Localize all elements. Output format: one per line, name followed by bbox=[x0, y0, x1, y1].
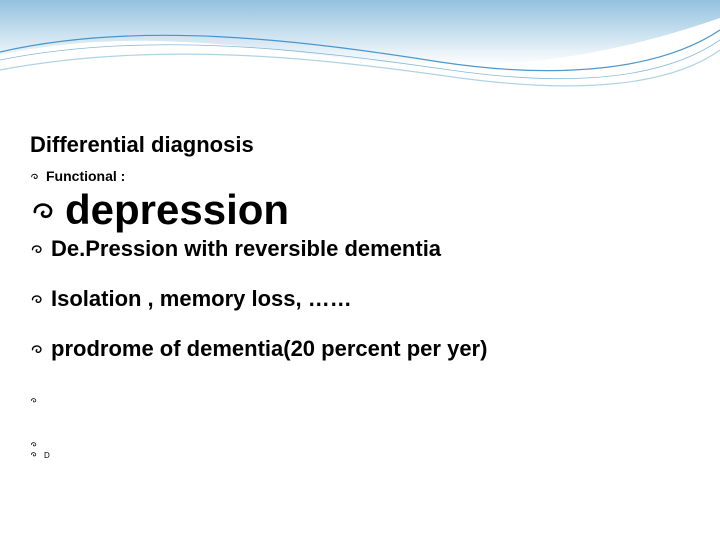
bullet-line-depression_rev: De.Pression with reversible dementia bbox=[30, 236, 700, 262]
bullet-text-trailing: D bbox=[44, 451, 50, 460]
swirl-bullet-icon bbox=[30, 236, 45, 262]
bullet-text-isolation: Isolation , memory loss, …… bbox=[51, 286, 352, 312]
bullet-line-empty2 bbox=[30, 440, 700, 450]
swirl-bullet-icon bbox=[30, 396, 38, 406]
bullet-line-depression: depression bbox=[30, 186, 700, 234]
bullet-line-trailing: D bbox=[30, 450, 700, 460]
swirl-bullet-icon bbox=[30, 186, 59, 234]
swirl-bullet-icon bbox=[30, 450, 38, 460]
swirl-bullet-icon bbox=[30, 286, 45, 312]
bullet-text-prodrome: prodrome of dementia(20 percent per yer) bbox=[51, 336, 691, 361]
bullet-line-isolation: Isolation , memory loss, …… bbox=[30, 286, 700, 312]
decorative-wave-header bbox=[0, 0, 720, 130]
swirl-bullet-icon bbox=[30, 168, 40, 184]
wave-svg bbox=[0, 0, 720, 130]
bullet-line-functional: Functional : bbox=[30, 168, 700, 184]
bullet-text-depression: depression bbox=[65, 186, 289, 234]
bullet-text-functional: Functional : bbox=[46, 168, 125, 184]
slide-content: Differential diagnosis Functional : depre… bbox=[30, 132, 700, 460]
bullet-line-prodrome: prodrome of dementia(20 percent per yer) bbox=[30, 336, 700, 362]
swirl-bullet-icon bbox=[30, 440, 38, 450]
slide-lines: Functional : depressionDe.Pression with r… bbox=[30, 168, 700, 460]
bullet-line-empty1 bbox=[30, 396, 700, 406]
swirl-bullet-icon bbox=[30, 336, 45, 362]
slide-title: Differential diagnosis bbox=[30, 132, 700, 158]
bullet-text-depression_rev: De.Pression with reversible dementia bbox=[51, 236, 441, 262]
